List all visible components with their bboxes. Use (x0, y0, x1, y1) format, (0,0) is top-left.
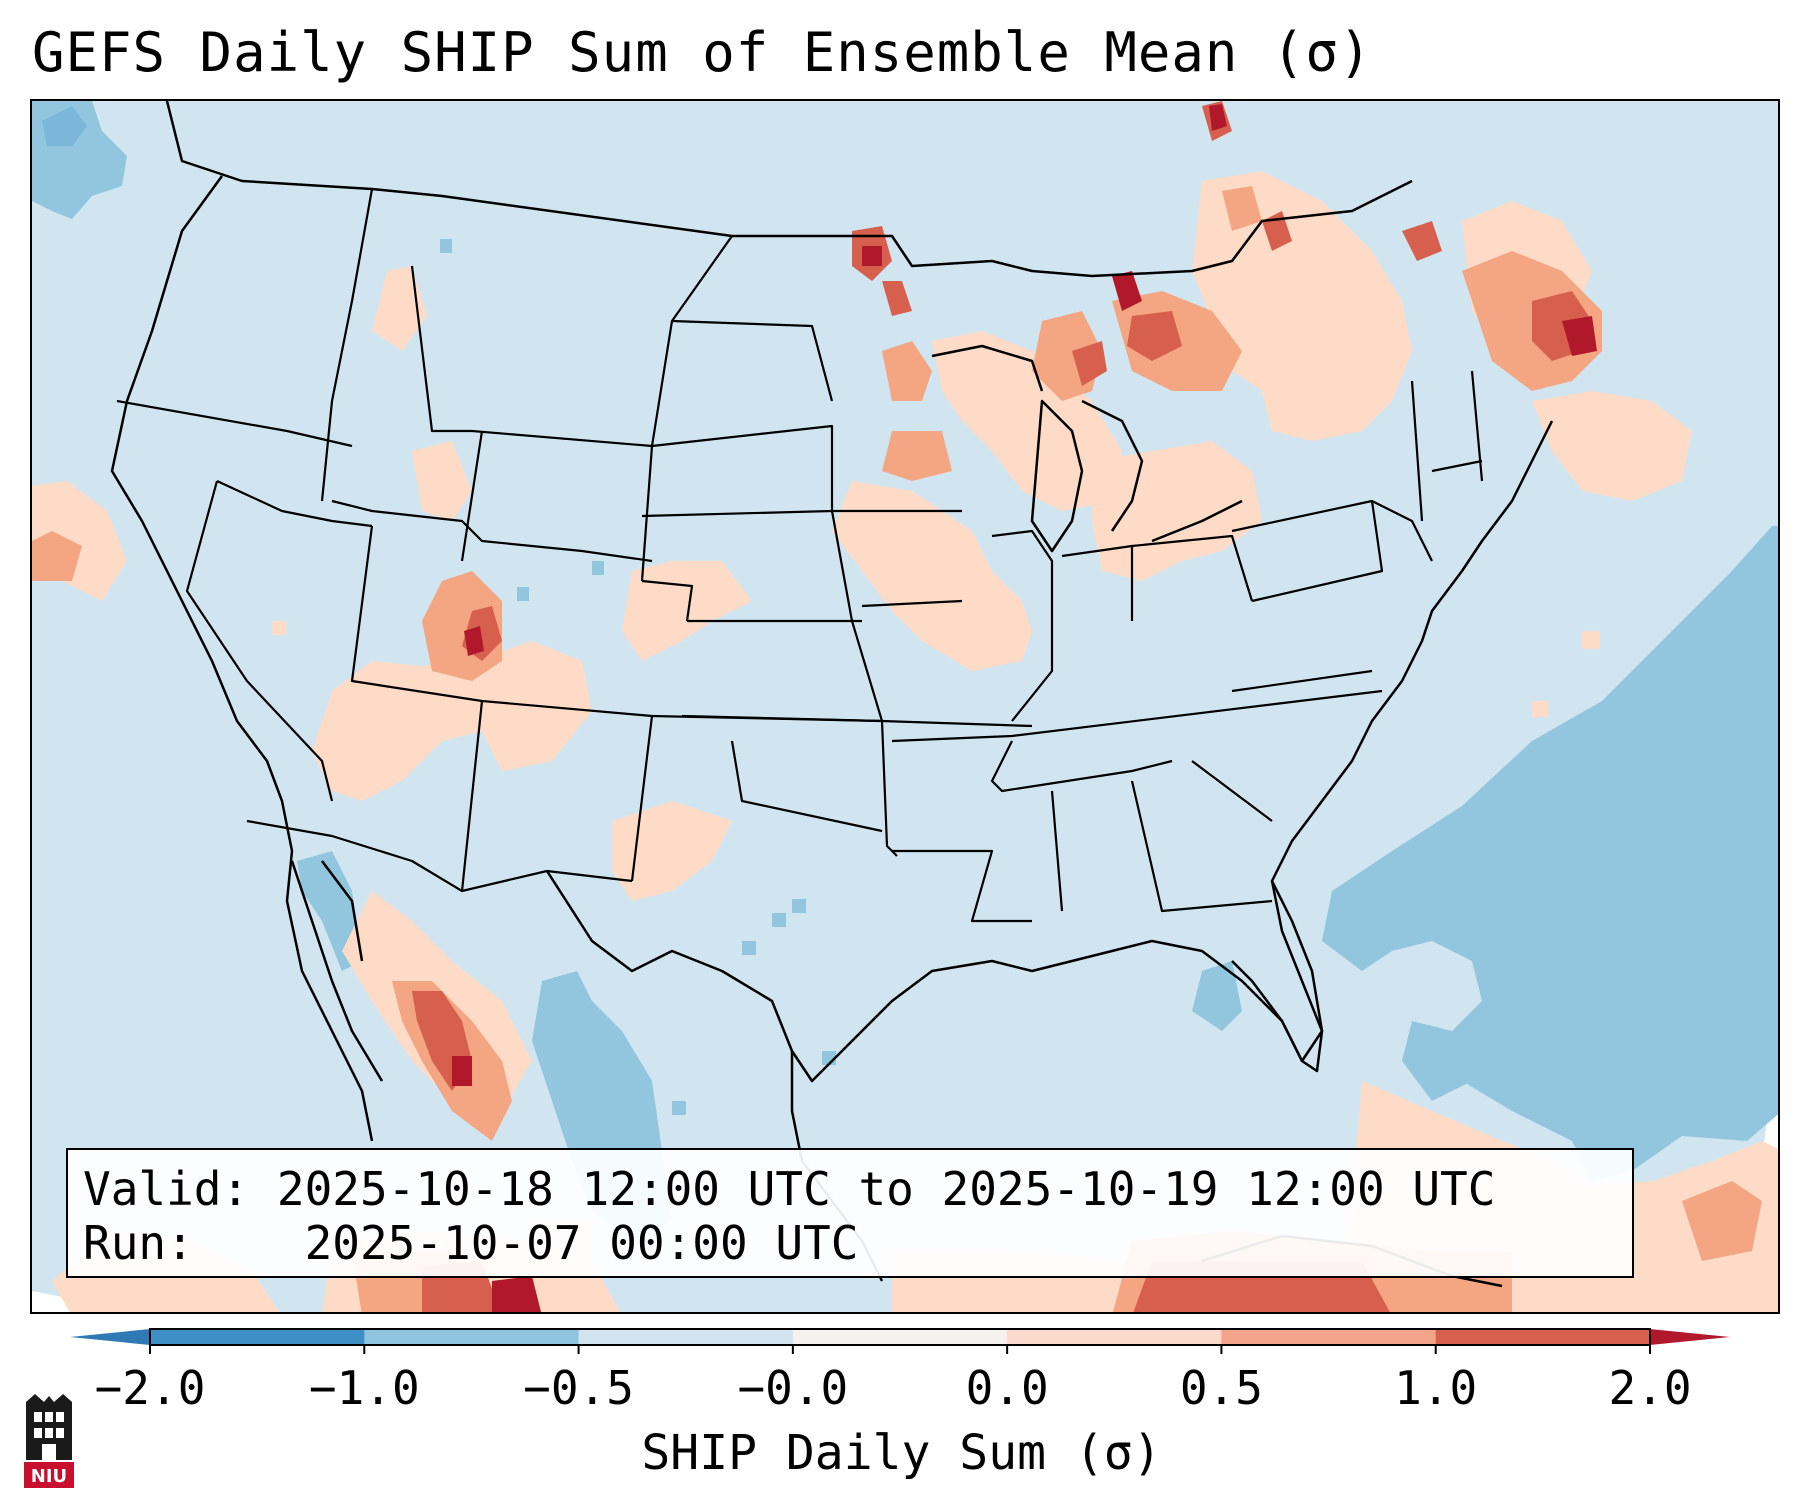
colorbar-bin (364, 1329, 580, 1345)
colorbar-under-arrow (70, 1329, 150, 1345)
colorbar-label: SHIP Daily Sum (σ) (641, 1425, 1162, 1481)
colorbar-bin (1221, 1329, 1437, 1345)
validity-info-box: Valid: 2025-10-18 12:00 UTC to 2025-10-1… (66, 1148, 1634, 1278)
colorbar-bin (792, 1329, 1008, 1345)
ship-anomaly-map (32, 101, 1778, 1312)
colorbar-tick-label: 0.5 (1179, 1361, 1263, 1415)
colorbar-tick-label: −0.5 (523, 1361, 634, 1415)
anomaly-field-moderate-negative (42, 106, 87, 146)
colorbar (70, 1328, 1730, 1354)
coastlines-and-borders (110, 101, 1554, 1288)
run-time: 2025-10-07 00:00 UTC (304, 1216, 859, 1270)
colorbar-bin (578, 1329, 794, 1345)
colorbar-bin (1007, 1329, 1222, 1345)
colorbar-tick-label: 2.0 (1608, 1361, 1692, 1415)
valid-time-range: 2025-10-18 12:00 UTC to 2025-10-19 12:00… (276, 1162, 1496, 1216)
colorbar-tick-label: 0.0 (965, 1361, 1049, 1415)
anomaly-field-extreme-positive (452, 104, 1597, 1312)
colorbar-outline (149, 1328, 1651, 1346)
valid-label: Valid: (83, 1162, 250, 1216)
run-label: Run: (83, 1216, 194, 1270)
colorbar-tick-label: −2.0 (94, 1361, 206, 1415)
state-borders (116, 188, 1484, 923)
colorbar-tick-label: 1.0 (1394, 1361, 1478, 1415)
map-title: GEFS Daily SHIP Sum of Ensemble Mean (σ) (32, 21, 1373, 84)
map-panel (30, 99, 1780, 1314)
niu-logo-text: NIU (31, 1466, 67, 1487)
colorbar-tick-label: −1.0 (308, 1361, 420, 1415)
colorbar-over-arrow (1650, 1329, 1730, 1345)
colorbar-tick-label: −0.0 (737, 1361, 849, 1415)
niu-logo: NIU (24, 1394, 74, 1488)
colorbar-bin (1435, 1329, 1651, 1345)
colorbar-bin (150, 1329, 365, 1345)
